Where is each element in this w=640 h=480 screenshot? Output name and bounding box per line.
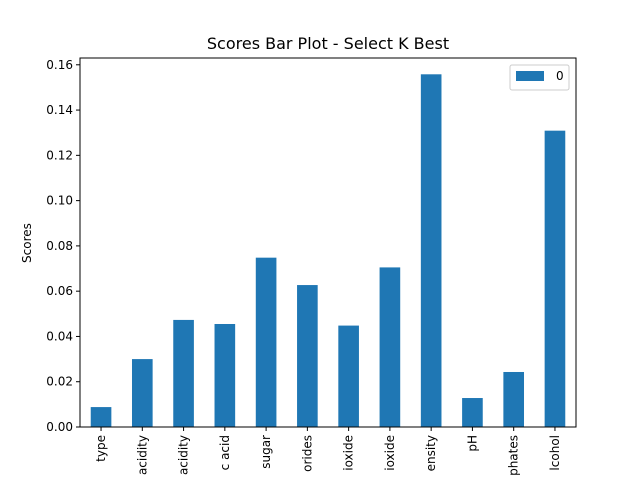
legend: 0 — [509, 64, 570, 91]
x-tick-label: type — [94, 435, 108, 462]
x-tick-label: phates — [507, 435, 521, 476]
y-tick-label: 0.16 — [46, 58, 73, 72]
y-tick-label: 0.14 — [46, 103, 73, 117]
x-tick-label: lcohol — [548, 435, 562, 471]
y-tick-label: 0.12 — [46, 148, 73, 162]
x-tick-label: ensity — [424, 435, 438, 471]
ticks-layer: 0.00 0.02 0.04 0.06 0.08 0.10 0.12 0.14 0.16 type… — [46, 58, 562, 476]
bar-4 — [255, 257, 277, 427]
y-tick-label: 0.02 — [46, 375, 73, 389]
bar-6 — [338, 325, 359, 427]
bar-3 — [214, 323, 236, 427]
bar-5 — [297, 285, 318, 427]
x-tick-label: pH — [465, 435, 479, 452]
x-tick-label: acidity — [135, 435, 149, 475]
bar-7 — [379, 267, 401, 427]
bar-9 — [462, 398, 483, 427]
y-tick-label: 0.06 — [46, 284, 73, 298]
legend-swatch — [516, 71, 544, 81]
x-tick-label: ioxide — [383, 435, 397, 471]
bar-8 — [420, 74, 442, 428]
y-tick-label: 0.10 — [46, 194, 73, 208]
y-axis-title: Scores — [20, 223, 34, 263]
bar-1 — [131, 359, 153, 427]
bar-10 — [503, 371, 525, 427]
y-tick-label: 0.08 — [46, 239, 73, 253]
y-tick-label: 0.00 — [46, 420, 73, 434]
x-tick-label: sugar — [259, 435, 273, 469]
bars-layer — [90, 74, 566, 428]
legend-label: 0 — [556, 69, 564, 83]
bar-0 — [90, 407, 112, 427]
y-tick-label: 0.04 — [46, 329, 73, 343]
x-tick-label: ioxide — [342, 435, 356, 471]
bar-2 — [173, 319, 194, 427]
bar-11 — [544, 130, 566, 427]
x-tick-label: orides — [300, 435, 314, 472]
plot-frame — [79, 57, 577, 428]
x-tick-label: c acid — [218, 435, 232, 470]
x-tick-label: acidity — [177, 435, 191, 475]
chart-title: Scores Bar Plot - Select K Best — [207, 34, 449, 53]
